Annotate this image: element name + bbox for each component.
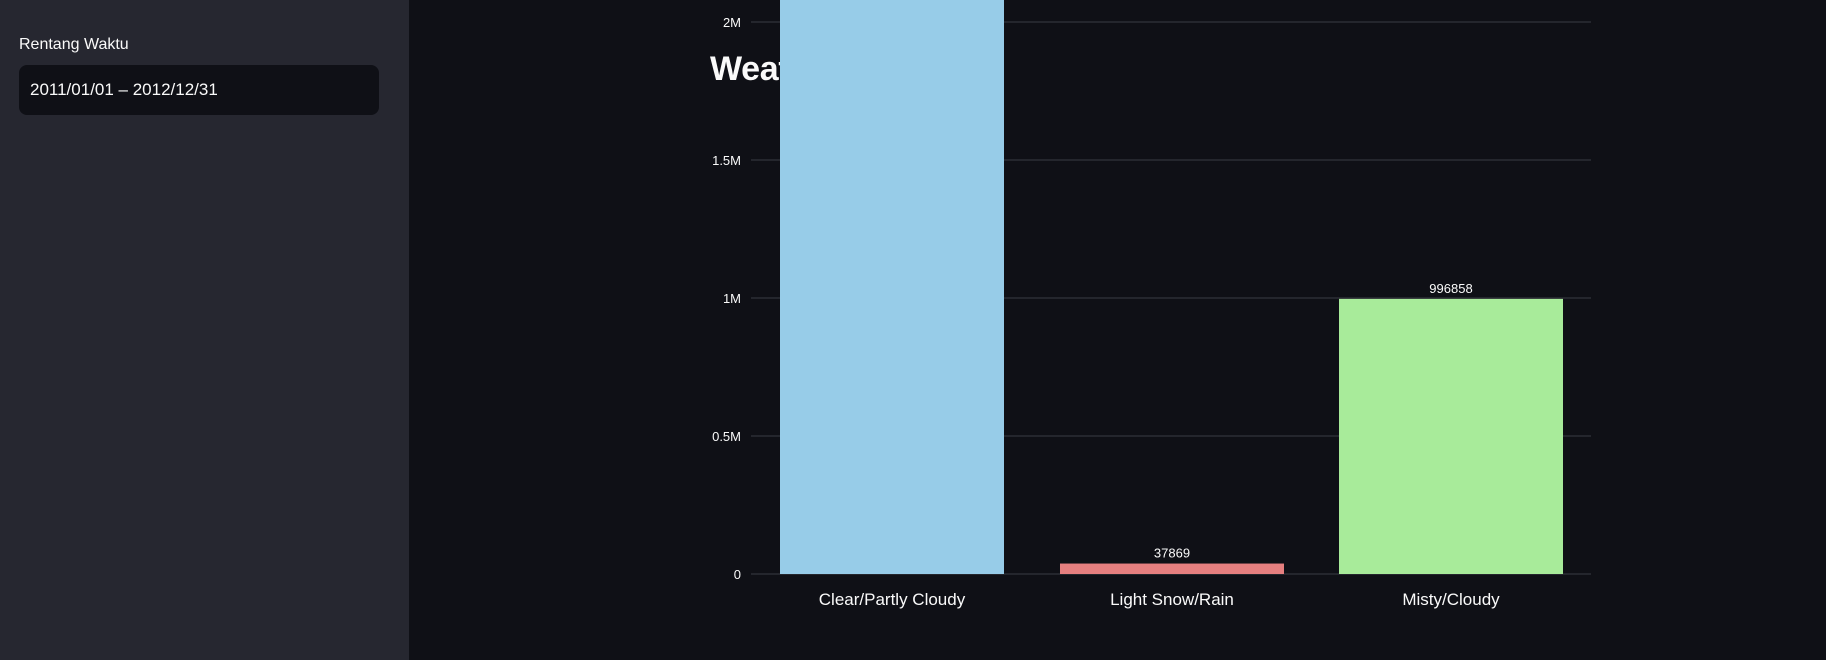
date-range-input[interactable]: 2011/01/01 – 2012/12/31 bbox=[19, 65, 379, 115]
chart-y-axis: 0 0.5M 1M 1.5M 2M bbox=[712, 15, 741, 582]
chart-x-axis: Clear/Partly Cloudy Light Snow/Rain Misty/… bbox=[819, 590, 1500, 609]
chart-bars bbox=[780, 0, 1563, 575]
x-tick-label: Misty/Cloudy bbox=[1402, 590, 1500, 609]
data-label: 996858 bbox=[1429, 281, 1472, 296]
chart-data-labels: 225795237869996858 bbox=[1154, 281, 1473, 561]
data-label: 37869 bbox=[1154, 546, 1190, 561]
x-tick-label: Light Snow/Rain bbox=[1110, 590, 1234, 609]
date-range-label: Rentang Waktu bbox=[19, 36, 129, 53]
y-tick-label: 1M bbox=[723, 291, 741, 306]
x-tick-label: Clear/Partly Cloudy bbox=[819, 590, 966, 609]
bar-clear-partly-cloudy bbox=[780, 0, 1004, 575]
y-tick-label: 0.5M bbox=[712, 429, 741, 444]
bar-misty-cloudy bbox=[1339, 298, 1563, 574]
y-tick-label: 1.5M bbox=[712, 153, 741, 168]
sidebar: Rentang Waktu 2011/01/01 – 2012/12/31 bbox=[0, 0, 409, 660]
y-tick-label: 2M bbox=[723, 15, 741, 30]
bar-light-snow-rain bbox=[1060, 563, 1284, 574]
y-tick-label: 0 bbox=[734, 567, 741, 582]
